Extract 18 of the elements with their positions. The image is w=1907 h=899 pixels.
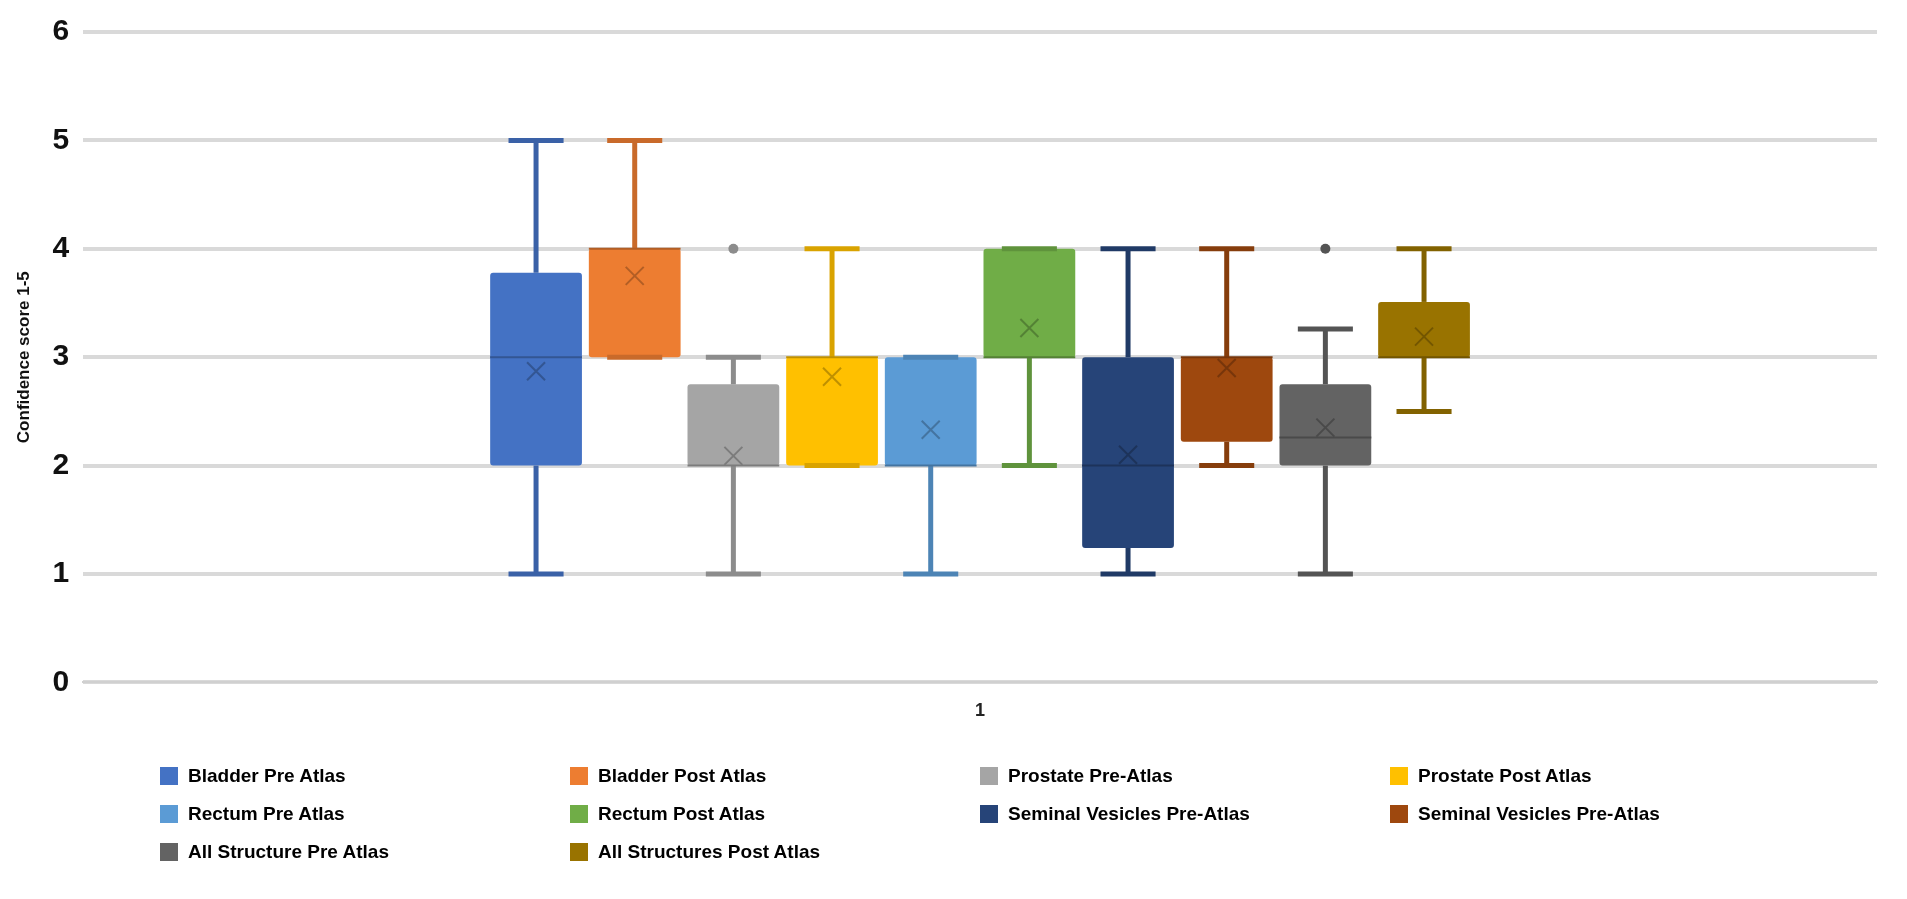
legend-label: Rectum Post Atlas — [598, 803, 766, 825]
legend-label: Prostate Pre-Atlas — [1008, 765, 1173, 787]
y-tick-label: 5 — [52, 121, 70, 155]
legend-label: Rectum Pre Atlas — [188, 803, 345, 825]
legend-label: All Structures Post Atlas — [598, 841, 821, 863]
y-tick-label: 2 — [52, 446, 70, 480]
legend-label: Bladder Pre Atlas — [188, 765, 346, 787]
legend-label: Bladder Post Atlas — [598, 765, 767, 787]
legend-label: All Structure Pre Atlas — [188, 841, 389, 863]
y-tick-label: 6 — [52, 13, 70, 47]
y-tick-label: 4 — [52, 230, 70, 264]
y-tick-label: 1 — [52, 555, 70, 589]
legend-label: Seminal Vesicles Pre-Atlas — [1418, 803, 1660, 825]
y-tick-label: 3 — [52, 338, 70, 372]
y-axis-title: Confidence score 1-5 — [13, 271, 33, 444]
legend-label: Seminal Vesicles Pre-Atlas — [1008, 803, 1250, 825]
y-tick-label: 0 — [52, 663, 70, 697]
legend-label: Prostate Post Atlas — [1418, 765, 1592, 787]
